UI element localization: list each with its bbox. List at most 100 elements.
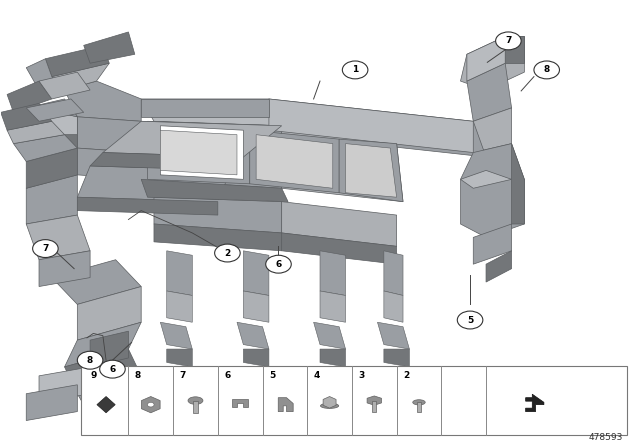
Polygon shape bbox=[193, 401, 198, 413]
Text: 7: 7 bbox=[505, 36, 511, 45]
Polygon shape bbox=[52, 63, 109, 90]
Polygon shape bbox=[26, 385, 77, 421]
Polygon shape bbox=[346, 144, 397, 197]
Polygon shape bbox=[141, 99, 282, 126]
Ellipse shape bbox=[321, 403, 339, 409]
Text: 6: 6 bbox=[109, 365, 116, 374]
Polygon shape bbox=[77, 166, 230, 202]
Circle shape bbox=[534, 61, 559, 79]
Polygon shape bbox=[97, 396, 115, 413]
Polygon shape bbox=[417, 402, 420, 412]
Polygon shape bbox=[269, 99, 473, 152]
Polygon shape bbox=[243, 291, 269, 322]
Text: 6: 6 bbox=[275, 260, 282, 269]
Text: 8: 8 bbox=[87, 356, 93, 365]
Polygon shape bbox=[154, 224, 282, 251]
Polygon shape bbox=[384, 251, 403, 296]
Polygon shape bbox=[26, 117, 77, 161]
Text: 4: 4 bbox=[314, 371, 320, 380]
Text: 3: 3 bbox=[358, 371, 365, 380]
Polygon shape bbox=[461, 144, 524, 237]
Polygon shape bbox=[77, 117, 141, 152]
FancyBboxPatch shape bbox=[81, 366, 627, 435]
Polygon shape bbox=[384, 349, 410, 367]
Polygon shape bbox=[26, 148, 77, 188]
Polygon shape bbox=[141, 121, 282, 188]
Text: 9: 9 bbox=[90, 371, 97, 380]
Polygon shape bbox=[461, 170, 511, 188]
Polygon shape bbox=[167, 251, 192, 296]
Circle shape bbox=[33, 240, 58, 258]
Polygon shape bbox=[52, 260, 141, 304]
Polygon shape bbox=[461, 36, 524, 90]
Polygon shape bbox=[103, 121, 282, 157]
Polygon shape bbox=[473, 108, 511, 152]
Polygon shape bbox=[511, 144, 524, 224]
Polygon shape bbox=[278, 398, 293, 412]
Text: 7: 7 bbox=[179, 371, 186, 380]
Polygon shape bbox=[256, 135, 333, 188]
Polygon shape bbox=[161, 126, 243, 179]
Polygon shape bbox=[339, 139, 403, 202]
Circle shape bbox=[495, 32, 521, 50]
Polygon shape bbox=[314, 322, 346, 349]
Text: 6: 6 bbox=[224, 371, 230, 380]
Polygon shape bbox=[237, 322, 269, 349]
Polygon shape bbox=[84, 32, 135, 63]
Text: 8: 8 bbox=[135, 371, 141, 380]
Polygon shape bbox=[7, 81, 52, 112]
Text: 5: 5 bbox=[467, 315, 473, 324]
Text: 2: 2 bbox=[224, 249, 230, 258]
Polygon shape bbox=[243, 251, 269, 296]
Polygon shape bbox=[77, 287, 141, 340]
Polygon shape bbox=[77, 376, 154, 416]
Polygon shape bbox=[378, 322, 410, 349]
Polygon shape bbox=[7, 121, 65, 144]
Text: 1: 1 bbox=[352, 65, 358, 74]
Polygon shape bbox=[167, 349, 192, 367]
Text: 7: 7 bbox=[42, 244, 49, 253]
Polygon shape bbox=[26, 59, 65, 90]
Polygon shape bbox=[13, 135, 77, 161]
Polygon shape bbox=[1, 103, 52, 130]
Circle shape bbox=[266, 255, 291, 273]
Polygon shape bbox=[161, 322, 192, 349]
Ellipse shape bbox=[147, 402, 154, 407]
Polygon shape bbox=[26, 215, 90, 260]
Polygon shape bbox=[26, 175, 77, 224]
Polygon shape bbox=[320, 291, 346, 322]
Polygon shape bbox=[39, 251, 90, 287]
Polygon shape bbox=[65, 322, 141, 367]
Ellipse shape bbox=[188, 397, 203, 405]
Circle shape bbox=[100, 360, 125, 378]
Polygon shape bbox=[167, 291, 192, 322]
Polygon shape bbox=[26, 99, 77, 117]
Polygon shape bbox=[282, 202, 397, 246]
Polygon shape bbox=[243, 349, 269, 367]
Text: 2: 2 bbox=[403, 371, 409, 380]
Polygon shape bbox=[90, 331, 129, 367]
Polygon shape bbox=[39, 72, 90, 99]
Circle shape bbox=[214, 244, 240, 262]
Polygon shape bbox=[65, 81, 141, 121]
Polygon shape bbox=[323, 396, 336, 408]
Polygon shape bbox=[161, 130, 237, 175]
Polygon shape bbox=[269, 99, 486, 157]
Polygon shape bbox=[45, 45, 109, 77]
Polygon shape bbox=[282, 233, 397, 264]
Ellipse shape bbox=[413, 400, 425, 405]
Polygon shape bbox=[77, 148, 141, 179]
Polygon shape bbox=[65, 349, 141, 394]
Polygon shape bbox=[525, 394, 544, 412]
Polygon shape bbox=[320, 251, 346, 296]
Circle shape bbox=[342, 61, 368, 79]
Polygon shape bbox=[26, 108, 77, 135]
Polygon shape bbox=[141, 99, 269, 117]
Circle shape bbox=[77, 351, 103, 369]
Polygon shape bbox=[141, 179, 288, 202]
Polygon shape bbox=[473, 224, 511, 264]
Polygon shape bbox=[26, 99, 84, 121]
Polygon shape bbox=[367, 396, 381, 405]
Polygon shape bbox=[486, 251, 511, 282]
Polygon shape bbox=[372, 401, 376, 412]
